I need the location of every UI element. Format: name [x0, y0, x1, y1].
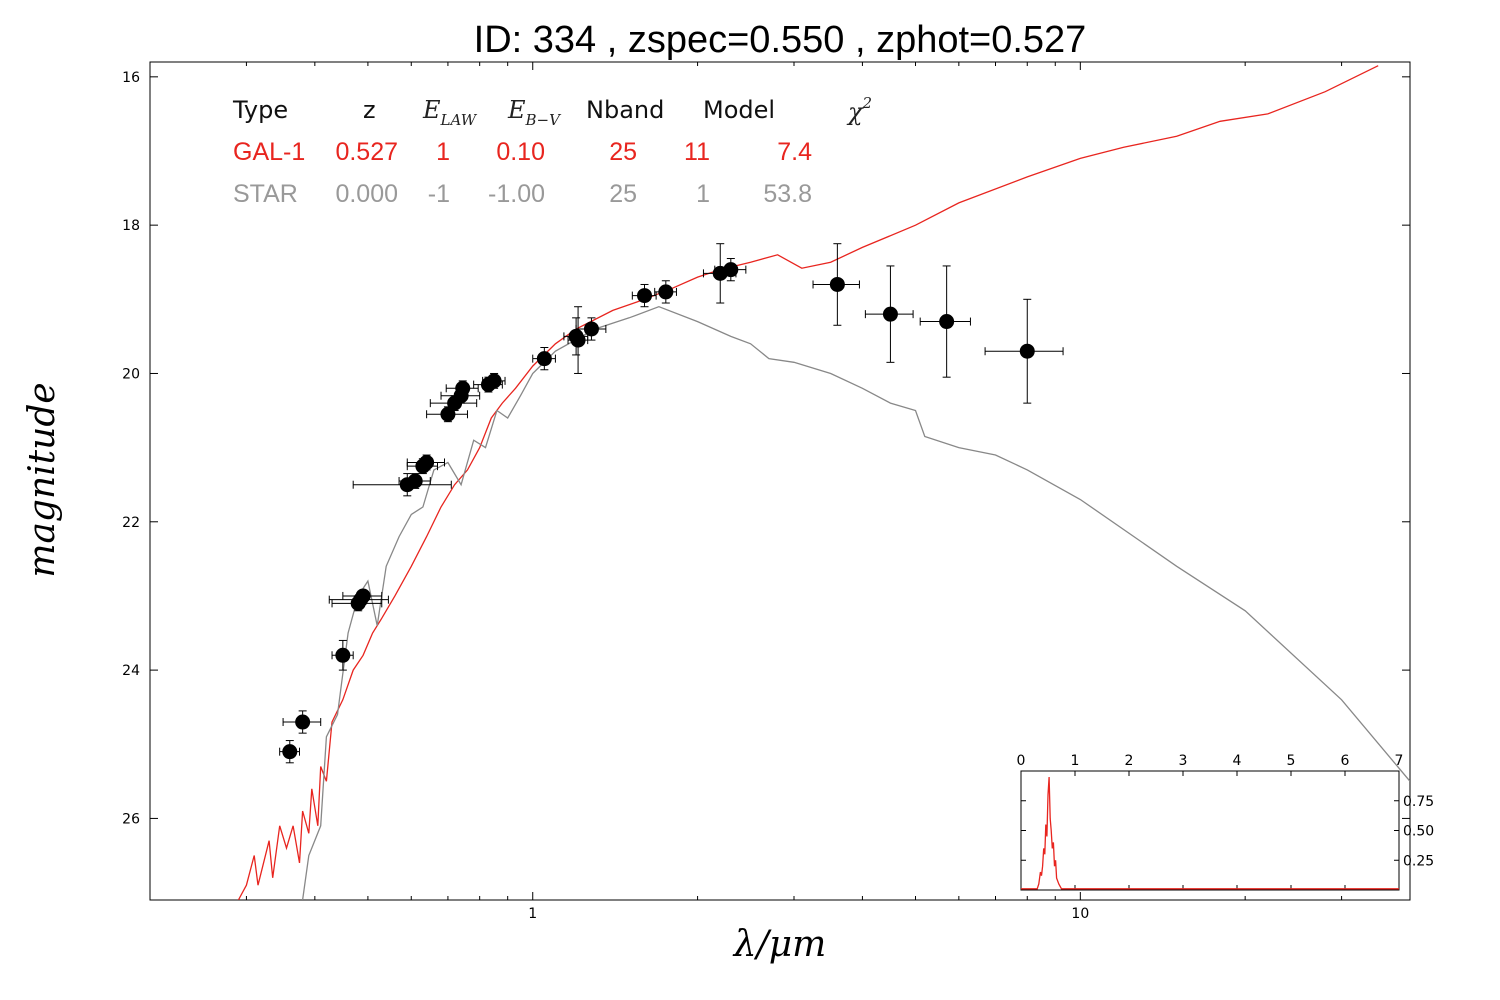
y-tick-label: 16 [122, 70, 140, 86]
data-point-marker [355, 588, 371, 604]
redshift-pdf-inset: 0 1 2 3 4 5 6 7 0.25 0.50 0.75 [1017, 753, 1434, 891]
inset-x-tick-label: 0 [1017, 753, 1026, 769]
x-axis-label: λ/μm [732, 924, 826, 965]
inset-x-tick-label: 3 [1179, 753, 1188, 769]
table-cell-ebv: 0.10 [496, 138, 545, 166]
data-point [575, 317, 607, 341]
table-header-nband: Nband [586, 96, 664, 124]
table-cell-model: 11 [684, 138, 710, 166]
y-tick-label: 20 [122, 366, 140, 382]
data-point [445, 380, 479, 397]
data-point-marker [335, 647, 351, 663]
inset-x-tick-label: 2 [1125, 753, 1134, 769]
data-point [429, 395, 478, 412]
inset-y-tick-label: 0.75 [1403, 794, 1434, 810]
data-point-marker [570, 332, 586, 348]
data-point-marker [829, 276, 845, 292]
y-tick-label: 22 [122, 515, 140, 531]
table-cell-z: 0.527 [335, 138, 398, 166]
inset-pdf-line [1021, 776, 1399, 890]
data-point [567, 306, 589, 374]
data-point [406, 454, 445, 471]
data-point-marker [882, 306, 898, 322]
table-header-type: Type [232, 96, 288, 124]
inset-ticks: 0 1 2 3 4 5 6 7 0.25 0.50 0.75 [1017, 753, 1434, 890]
photometry-points [279, 243, 1064, 764]
y-axis-label: magnitude [22, 382, 63, 577]
data-point-marker [1019, 343, 1035, 359]
data-point-marker [637, 288, 653, 304]
table-cell-nband: 25 [609, 138, 637, 166]
x-axis-ticks: 1 10 [149, 62, 1411, 922]
data-point [714, 258, 747, 282]
table-cell-nband: 25 [609, 180, 637, 208]
data-point-marker [658, 284, 674, 300]
inset-x-tick-label: 5 [1287, 753, 1296, 769]
x-tick-label: 1 [528, 906, 537, 922]
inset-x-tick-label: 4 [1233, 753, 1242, 769]
data-point [352, 473, 452, 497]
chart-title: ID: 334 , zspec=0.550 , zphot=0.527 [474, 19, 1087, 61]
inset-x-tick-label: 6 [1341, 753, 1350, 769]
table-header-elaw: ELAW [422, 96, 478, 129]
data-point [631, 283, 657, 308]
data-point [654, 280, 677, 304]
inset-pdf-curve [1021, 776, 1399, 890]
data-point [919, 265, 971, 378]
table-cell-chi2: 53.8 [763, 180, 812, 208]
data-point-marker [536, 351, 552, 367]
data-point [864, 265, 914, 363]
y-tick-label: 24 [122, 663, 140, 679]
table-header-chi2: χ2 [846, 94, 872, 126]
data-point-marker [407, 473, 423, 489]
fit-table: Type z ELAW EB−V Nband Model χ2 GAL-1 0.5… [232, 94, 872, 208]
data-point [426, 406, 468, 423]
table-cell-type: STAR [233, 180, 298, 208]
data-point-marker [486, 373, 502, 389]
y-tick-label: 26 [122, 811, 140, 827]
table-cell-chi2: 7.4 [777, 138, 812, 166]
data-point [398, 473, 431, 489]
data-point [482, 372, 506, 389]
data-point-marker [295, 714, 311, 730]
data-point [279, 740, 300, 764]
inset-x-tick-label: 7 [1395, 753, 1404, 769]
data-point-marker [282, 744, 298, 760]
data-point [532, 347, 556, 371]
data-point-marker [419, 454, 435, 470]
table-rows: GAL-1 0.527 1 0.10 25 11 7.4 STAR 0.000 -1 -1.00 25… [233, 138, 812, 208]
data-point [342, 588, 383, 604]
axis-labels: λ/μm magnitude [22, 382, 826, 965]
data-point [812, 243, 860, 326]
series-gal-1-line [237, 65, 1379, 900]
data-point-marker [455, 380, 471, 396]
table-header-ebv: EB−V [507, 96, 562, 129]
table-cell-z: 0.000 [335, 180, 398, 208]
table-header-model: Model [703, 96, 775, 124]
inset-y-tick-label: 0.25 [1403, 853, 1434, 869]
data-point [331, 639, 354, 671]
data-point [984, 298, 1064, 404]
data-point-marker [583, 321, 599, 337]
table-cell-elaw: 1 [436, 138, 450, 166]
table-cell-ebv: -1.00 [488, 180, 545, 208]
table-header-z: z [363, 96, 376, 124]
inset-x-tick-label: 1 [1071, 753, 1080, 769]
data-point-marker [723, 262, 739, 278]
x-tick-label: 10 [1071, 906, 1089, 922]
data-point [282, 710, 322, 734]
plot-frame [149, 61, 1411, 901]
table-cell-model: 1 [696, 180, 710, 208]
y-tick-label: 18 [122, 218, 140, 234]
inset-y-tick-label: 0.50 [1403, 824, 1434, 840]
table-cell-elaw: -1 [428, 180, 450, 208]
table-cell-type: GAL-1 [233, 138, 305, 166]
data-point-marker [939, 314, 955, 330]
inset-frame [1020, 770, 1400, 891]
